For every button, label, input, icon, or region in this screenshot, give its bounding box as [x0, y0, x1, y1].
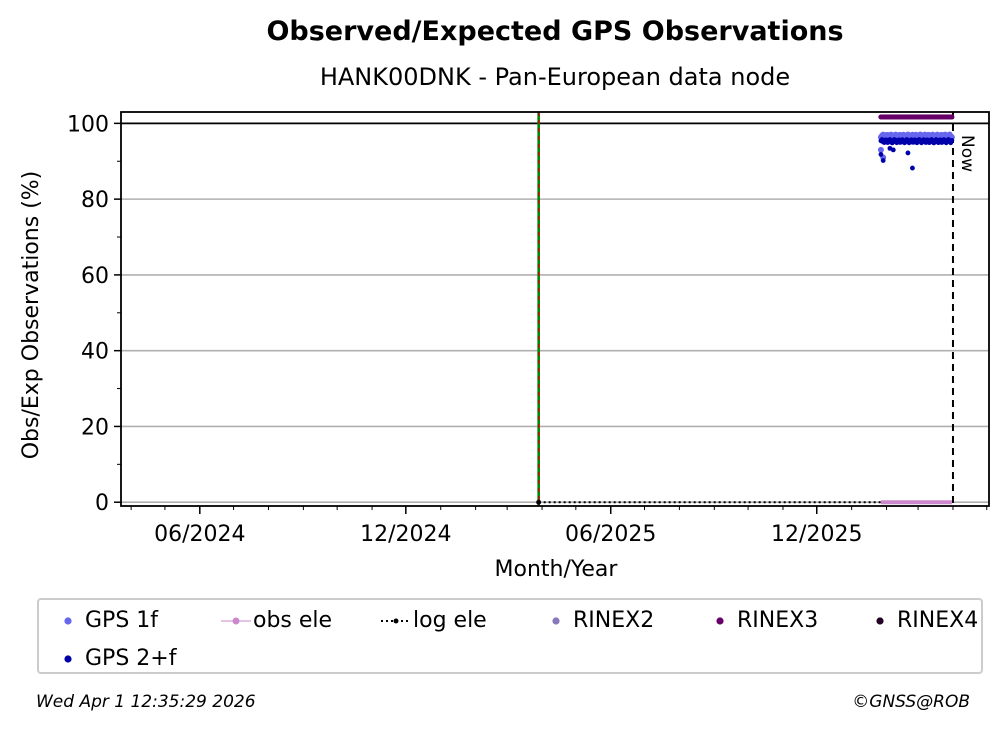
x-tick-label: 12/2025 [771, 522, 862, 547]
legend-item: RINEX3 [703, 608, 818, 633]
x-tick-label: 06/2025 [565, 522, 656, 547]
legend-dot [716, 616, 724, 625]
now-label: Now [957, 135, 977, 172]
legend-marker [64, 616, 72, 625]
y-axis-label: Obs/Exp Observations (%) [19, 171, 44, 460]
legend-label: GPS 2+f [85, 646, 177, 671]
chart-title: Observed/Expected GPS Observations [266, 16, 844, 47]
legend-marker [552, 616, 560, 625]
legend-marker [64, 654, 72, 663]
series-gps2f-point-outlier [905, 150, 911, 156]
grid-lines [121, 122, 989, 504]
legend-item: log ele [379, 608, 487, 633]
y-tick-label: 0 [95, 491, 109, 516]
series-gps2f-point-outlier [878, 152, 884, 157]
legend-marker [716, 616, 724, 625]
legend-item: RINEX4 [863, 608, 978, 633]
chart-plot: 0 20 40 60 80 100 06/2024 12/2024 06/2025 12/2025… [19, 111, 990, 582]
legend-label: log ele [413, 608, 487, 633]
timestamp: Wed Apr 1 12:35:29 2026 [36, 692, 256, 712]
legend-dot [64, 616, 72, 625]
legend-label: RINEX2 [573, 608, 655, 633]
legend-label: RINEX4 [897, 608, 979, 633]
series-gps1f-point-outlier [877, 146, 884, 153]
legend-dot [876, 616, 884, 625]
series-gps2f-point-outlier [910, 165, 915, 171]
legend-label: GPS 1f [85, 608, 159, 633]
series-log-ele-point [536, 499, 542, 505]
legend-dot [393, 618, 399, 623]
legend-item: RINEX2 [539, 608, 654, 633]
x-tick-label: 12/2024 [360, 522, 451, 547]
legend-item: obs ele [219, 608, 332, 633]
legend-dot [552, 616, 560, 625]
legend-item: GPS 1f [51, 608, 158, 633]
y-tick-label: 20 [81, 415, 109, 440]
y-tick-label: 40 [81, 340, 109, 365]
chart-axes: 0 20 40 60 80 100 06/2024 12/2024 06/2025 12/2025 [67, 111, 990, 547]
series-rinex3-point [949, 114, 955, 120]
y-tick-label: 80 [81, 188, 109, 213]
legend-marker [876, 616, 884, 625]
copyright: ©GNSS@ROB [852, 692, 970, 712]
legend-item: GPS 2+f [51, 646, 176, 671]
legend-dot [232, 617, 240, 624]
series-gps2f-point-outlier [880, 158, 886, 163]
legend-marker [381, 618, 411, 623]
legend: GPS 1f obs ele log ele RINEX2 RINEX3 RINEX4 GP… [37, 598, 983, 674]
legend-marker [221, 617, 251, 624]
x-axis-label: Month/Year [495, 557, 619, 582]
y-tick-label: 100 [67, 112, 109, 137]
chart-subtitle: HANK00DNK - Pan-European data node [319, 63, 791, 91]
series-gps2f-point [949, 137, 955, 143]
legend-dot [64, 654, 72, 663]
y-tick-label: 60 [81, 264, 109, 289]
plot-frame [120, 111, 990, 507]
legend-label: obs ele [253, 608, 333, 633]
series-gps2f-point-outlier [890, 147, 896, 153]
legend-label: RINEX3 [737, 608, 819, 633]
chart-marks [121, 112, 989, 506]
x-tick-label: 06/2024 [154, 522, 245, 547]
